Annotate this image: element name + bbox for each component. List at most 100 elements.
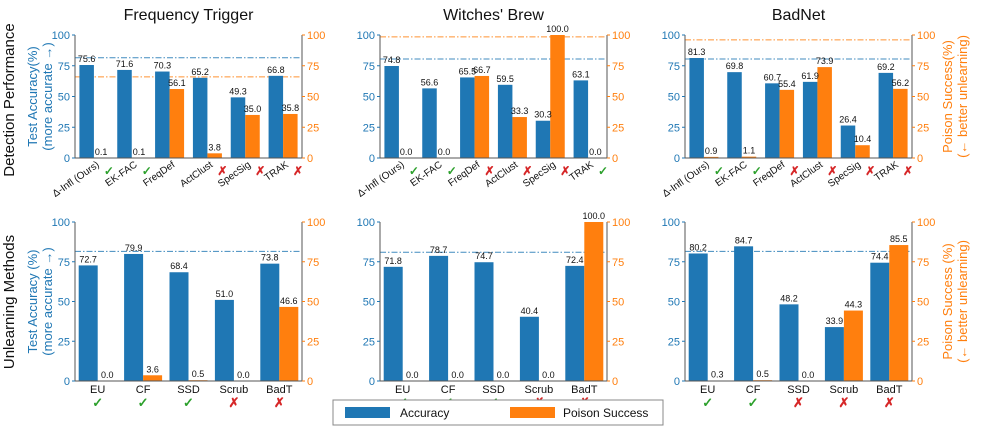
value-label-accuracy: 81.3 [688, 47, 706, 57]
category-label: ActClust [178, 159, 215, 189]
category-label: CF [746, 384, 761, 396]
value-label-accuracy: 26.4 [839, 115, 857, 125]
tick-label-right: 75 [307, 61, 319, 73]
value-label-poison-success: 66.7 [473, 65, 491, 75]
tick-label-right: 75 [612, 61, 624, 73]
tick-label-left: 75 [58, 61, 70, 73]
category-label: EU [395, 384, 410, 396]
value-label-accuracy: 84.7 [735, 235, 753, 245]
category-label: TRAK [263, 159, 291, 183]
check-icon: ✓ [138, 395, 149, 410]
tick-label-left: 75 [668, 257, 680, 269]
tick-label-left: 50 [58, 92, 70, 104]
tick-label-left: 100 [357, 30, 375, 42]
y-axis-title-right: (← better unlearning) [955, 240, 970, 363]
bar-accuracy [474, 262, 494, 381]
bar-accuracy [460, 77, 475, 158]
row-label: Detection Performance [1, 23, 18, 176]
bar-poison-success [512, 117, 527, 158]
tick-label-left: 100 [357, 217, 375, 229]
check-icon: ✓ [142, 164, 152, 178]
value-label-accuracy: 65.2 [191, 67, 209, 77]
bar-accuracy [824, 327, 844, 381]
tick-label-right: 25 [307, 122, 319, 134]
bar-accuracy [230, 97, 246, 158]
category-label: BadT [266, 384, 293, 396]
value-label-poison-success: 35.8 [282, 103, 300, 113]
value-label-accuracy: 79.9 [125, 243, 143, 253]
cross-icon: ✗ [790, 164, 800, 178]
value-label-accuracy: 56.6 [421, 77, 439, 87]
bar-accuracy [260, 263, 280, 381]
check-icon: ✓ [447, 164, 457, 178]
value-label-accuracy: 68.4 [170, 261, 188, 271]
value-label-poison-success: 0.5 [192, 369, 205, 379]
value-label-poison-success: 0.0 [802, 370, 815, 380]
tick-label-left: 0 [369, 153, 375, 165]
tick-label-right: 25 [612, 336, 624, 348]
value-label-poison-success: 0.0 [542, 370, 555, 380]
check-icon: ✓ [409, 164, 419, 178]
value-label-poison-success: 100.0 [583, 211, 606, 221]
tick-label-right: 75 [917, 257, 929, 269]
bar-accuracy [779, 304, 799, 381]
legend-swatch-accuracy [345, 407, 390, 418]
value-label-accuracy: 74.4 [871, 252, 889, 262]
tick-label-left: 100 [52, 30, 70, 42]
tick-label-right: 75 [612, 257, 624, 269]
legend-swatch-poison-success [510, 407, 555, 418]
value-label-poison-success: 3.6 [146, 364, 159, 374]
tick-label-right: 50 [612, 297, 624, 309]
bar-accuracy [117, 69, 132, 158]
value-label-accuracy: 40.4 [521, 306, 539, 316]
tick-label-right: 0 [307, 376, 313, 388]
tick-label-left: 0 [64, 153, 70, 165]
value-label-accuracy: 72.4 [566, 255, 584, 265]
tick-label-right: 50 [612, 92, 624, 104]
value-label-accuracy: 63.1 [572, 69, 590, 79]
bar-accuracy [384, 65, 399, 158]
value-label-poison-success: 0.5 [756, 369, 769, 379]
tick-label-left: 0 [674, 153, 680, 165]
tick-label-right: 50 [917, 92, 929, 104]
check-icon: ✓ [752, 164, 762, 178]
tick-label-left: 100 [662, 30, 680, 42]
bar-poison-success [855, 145, 870, 158]
value-label-accuracy: 72.7 [79, 254, 97, 264]
value-label-poison-success: 3.8 [208, 142, 221, 152]
tick-label-right: 100 [917, 217, 935, 229]
value-label-accuracy: 59.5 [496, 74, 514, 84]
value-label-poison-success: 0.0 [237, 370, 250, 380]
value-label-poison-success: 0.0 [406, 370, 419, 380]
category-label: TRAK [568, 159, 596, 183]
bar-poison-success [279, 306, 299, 381]
value-label-accuracy: 33.9 [826, 316, 844, 326]
tick-label-left: 0 [369, 376, 375, 388]
tick-label-left: 0 [64, 376, 70, 388]
bar-accuracy [765, 83, 780, 158]
tick-label-left: 75 [363, 257, 375, 269]
value-label-accuracy: 74.8 [383, 55, 401, 65]
tick-label-left: 25 [363, 336, 375, 348]
category-label: Δ-Infl (Ours) [356, 159, 407, 199]
bar-poison-success [893, 88, 908, 158]
tick-label-left: 50 [668, 92, 680, 104]
value-label-poison-success: 0.0 [451, 370, 464, 380]
check-icon: ✓ [748, 395, 759, 410]
value-label-poison-success: 35.0 [244, 104, 262, 114]
tick-label-right: 0 [612, 376, 618, 388]
bar-accuracy [870, 262, 890, 381]
y-axis-title-left: Test Accuracy (%) [25, 249, 40, 353]
tick-label-left: 25 [668, 122, 680, 134]
value-label-accuracy: 65.5 [459, 66, 477, 76]
bar-accuracy [422, 88, 437, 158]
cross-icon: ✗ [274, 395, 285, 410]
tick-label-left: 25 [58, 122, 70, 134]
legend-label-accuracy: Accuracy [400, 406, 449, 420]
bar-poison-success [584, 222, 604, 381]
tick-label-left: 50 [363, 92, 375, 104]
cross-icon: ✗ [522, 164, 532, 178]
category-label: Scrub [830, 384, 859, 396]
category-label: Scrub [525, 384, 554, 396]
check-icon: ✓ [702, 395, 713, 410]
